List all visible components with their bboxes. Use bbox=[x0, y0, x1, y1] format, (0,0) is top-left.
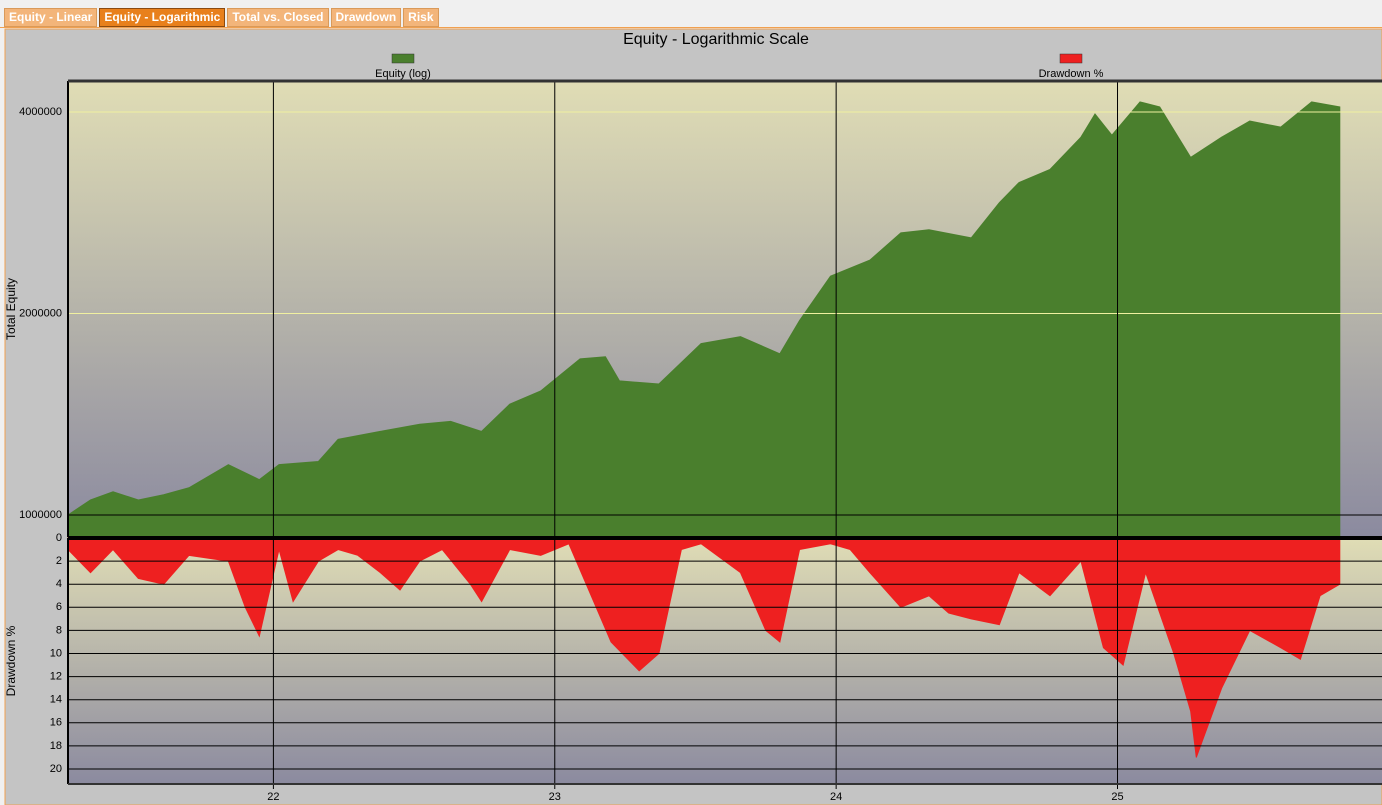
tab-bar: Equity - Linear Equity - Logarithmic Total… bbox=[4, 8, 439, 27]
tab[interactable]: Risk bbox=[403, 8, 439, 27]
x-tick-label: 24 bbox=[830, 791, 842, 803]
legend-swatch bbox=[1059, 53, 1083, 64]
legend-label: Equity (log) bbox=[375, 68, 431, 80]
y-tick-label: 18 bbox=[50, 740, 62, 752]
area bbox=[67, 537, 1341, 758]
legend-swatch bbox=[391, 53, 415, 64]
y-tick-label: 2 bbox=[56, 555, 62, 567]
y-tick-label: 20 bbox=[50, 763, 62, 775]
y-tick-label: 14 bbox=[50, 694, 62, 706]
y-tick-label: 10 bbox=[50, 647, 62, 659]
x-tick-label: 23 bbox=[549, 791, 561, 803]
y-tick-label: 4 bbox=[56, 578, 62, 590]
tab[interactable]: Drawdown bbox=[330, 8, 402, 27]
tab[interactable]: Total vs. Closed bbox=[227, 8, 329, 27]
y-axis-label: Drawdown % bbox=[4, 625, 18, 696]
y-tick-label: 6 bbox=[56, 601, 62, 613]
y-tick-label: 0 bbox=[56, 532, 62, 544]
y-axis-label: Total Equity bbox=[4, 278, 18, 340]
area bbox=[67, 101, 1341, 538]
y-tick-label: 12 bbox=[50, 670, 62, 682]
tab-underline bbox=[0, 27, 1382, 28]
x-tick-label: 25 bbox=[1111, 791, 1123, 803]
tab[interactable]: Equity - Linear bbox=[4, 8, 98, 27]
y-tick-label: 1000000 bbox=[19, 509, 62, 521]
tab[interactable]: Equity - Logarithmic bbox=[99, 8, 226, 27]
y-tick-label: 4000000 bbox=[19, 106, 62, 118]
chart-title: Equity - Logarithmic Scale bbox=[623, 31, 809, 48]
y-tick-label: 8 bbox=[56, 624, 62, 636]
x-tick-label: 22 bbox=[267, 791, 279, 803]
y-tick-label: 2000000 bbox=[19, 307, 62, 319]
legend-label: Drawdown % bbox=[1039, 68, 1104, 80]
y-tick-label: 16 bbox=[50, 717, 62, 729]
